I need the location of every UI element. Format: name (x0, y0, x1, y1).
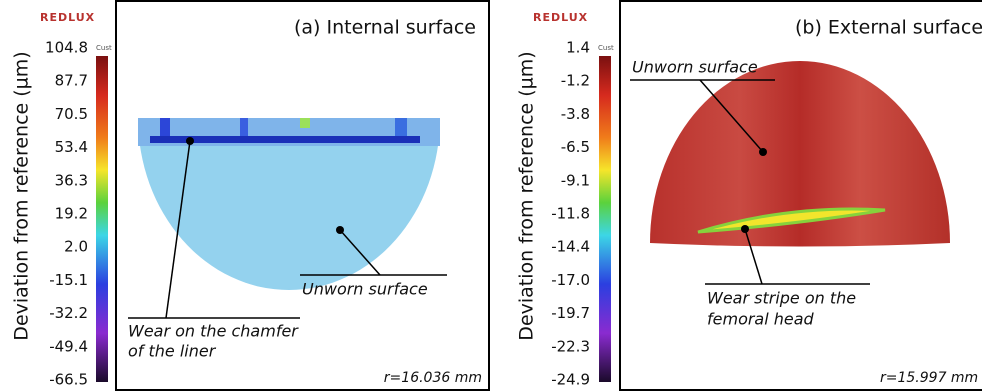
annotation: femoral head (707, 310, 815, 329)
scale-label: -9.1 (561, 171, 590, 189)
chamfer-patch (160, 118, 170, 138)
scale-label: -49.4 (49, 337, 88, 355)
scale-label: 36.3 (55, 171, 88, 189)
scale-label: 53.4 (55, 138, 88, 156)
colorbar-label: Cust (96, 44, 112, 52)
scale-label: 1.4 (566, 39, 590, 57)
chamfer-patch (300, 118, 310, 128)
chamfer-patch (240, 118, 248, 136)
annotation: Unworn surface (632, 58, 758, 77)
scale-label: -19.7 (551, 304, 590, 322)
scale-label: -11.8 (551, 205, 590, 223)
axis-label: Deviation from reference (µm) (11, 51, 33, 340)
panel-b: REDLUX Cust Deviation from reference (µm… (516, 1, 982, 390)
annotation: Wear stripe on the (707, 289, 856, 308)
annotation: Wear on the chamfer (128, 322, 299, 341)
scale-label: -1.2 (561, 72, 590, 90)
scale-label: -22.3 (551, 337, 590, 355)
scale-label: -15.1 (49, 271, 88, 289)
scale-label: -66.5 (49, 371, 88, 389)
scale-label: -6.5 (561, 138, 590, 156)
brand: REDLUX (40, 11, 95, 24)
scale-label: 87.7 (55, 72, 88, 90)
annotation: Unworn surface (302, 280, 428, 299)
annotation: of the liner (128, 342, 217, 361)
scale-label: 2.0 (64, 238, 88, 256)
colorbar (96, 56, 108, 382)
scale-label: -17.0 (551, 271, 590, 289)
scale-label: 104.8 (45, 39, 88, 57)
radius: r=15.997 mm (880, 370, 978, 386)
scale-label: -3.8 (561, 105, 590, 123)
brand: REDLUX (533, 11, 588, 24)
panel-a: REDLUX Cust Deviation from reference (µm… (11, 1, 490, 390)
scale-label: 70.5 (55, 105, 88, 123)
scale-label: -24.9 (551, 371, 590, 389)
colorbar-label: Cust (598, 44, 614, 52)
scale-label: -14.4 (551, 238, 590, 256)
colorbar (599, 56, 611, 382)
radius: r=16.036 mm (384, 370, 482, 386)
axis-label: Deviation from reference (µm) (516, 51, 538, 340)
panel-title: (b) External surface (795, 17, 982, 39)
scale-label: 19.2 (55, 205, 88, 223)
scale-label: -32.2 (49, 304, 88, 322)
panel-title: (a) Internal surface (294, 17, 476, 39)
figure: REDLUX Cust Deviation from reference (µm… (0, 0, 982, 391)
